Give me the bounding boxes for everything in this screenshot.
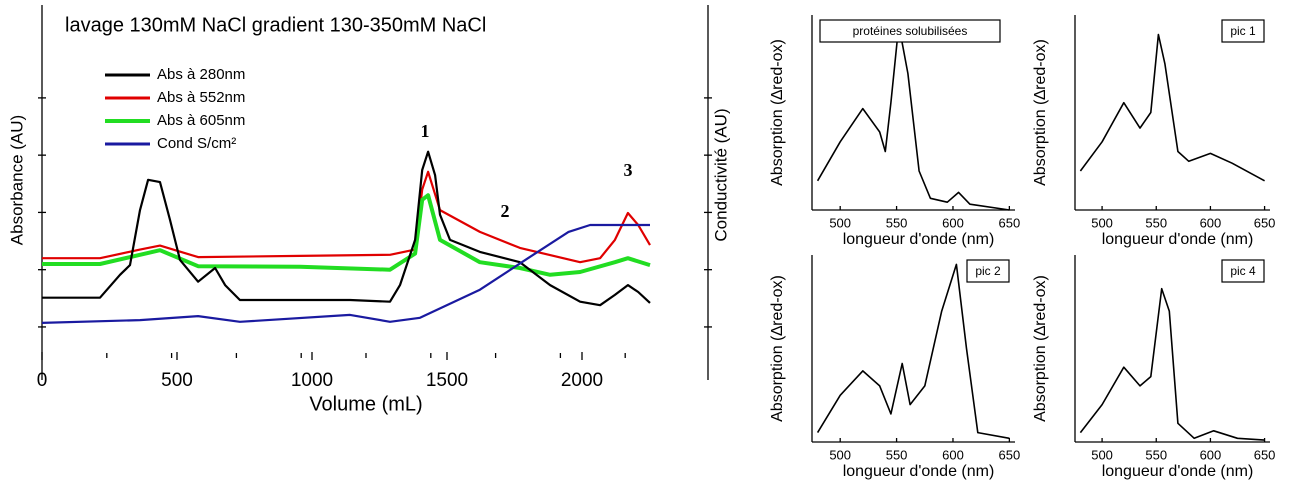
panel-label-box <box>819 19 1001 43</box>
x-tick-label: 650 <box>1254 215 1276 230</box>
panel-label: pic 1 <box>1230 24 1256 38</box>
data-line <box>1079 33 1265 182</box>
data-line <box>41 223 650 324</box>
x-tick-label: 0 <box>37 370 48 391</box>
panel-label-box <box>966 259 1010 283</box>
data-line <box>42 193 651 277</box>
y2-axis-label: Conductivité (AU) <box>711 108 730 241</box>
y-axis-label: Absorption (∆red-ox) <box>769 39 786 186</box>
x-axis-label: longueur d'onde (nm) <box>843 463 995 480</box>
x-axis-label: longueur d'onde (nm) <box>843 231 995 248</box>
annotation: 3 <box>624 160 633 180</box>
y-axis-label: Absorption (∆red-ox) <box>1032 275 1049 422</box>
panel-label-box <box>1221 19 1265 43</box>
x-tick-label: 550 <box>886 215 908 230</box>
data-line <box>42 170 651 264</box>
y-axis-label: Absorption (∆red-ox) <box>769 275 786 422</box>
annotation: 2 <box>501 201 510 221</box>
x-tick-label: 500 <box>1091 215 1113 230</box>
legend-label: Abs à 605nm <box>157 112 245 129</box>
annotation: 1 <box>421 121 430 141</box>
panel-label-box <box>1221 259 1265 283</box>
x-tick-label: 600 <box>1200 447 1222 462</box>
y-axis-label: Absorption (∆red-ox) <box>1032 39 1049 186</box>
x-tick-label: 500 <box>829 447 851 462</box>
x-tick-label: 600 <box>942 447 964 462</box>
x-tick-label: 500 <box>161 370 193 391</box>
x-tick-label: 1000 <box>291 370 333 391</box>
data-line <box>816 263 1010 440</box>
x-tick-label: 650 <box>1254 447 1276 462</box>
x-tick-label: 650 <box>999 447 1021 462</box>
y-axis-label: Absorbance (AU) <box>7 115 26 245</box>
x-tick-label: 2000 <box>561 370 603 391</box>
x-tick-label: 1500 <box>426 370 468 391</box>
data-line <box>42 150 651 307</box>
chart-title: lavage 130mM NaCl gradient 130-350mM NaC… <box>65 14 486 36</box>
x-axis-label: Volume (mL) <box>309 393 422 415</box>
legend-label: Abs à 280nm <box>157 66 245 83</box>
x-tick-label: 600 <box>1200 215 1222 230</box>
data-line <box>1079 287 1265 441</box>
x-tick-label: 650 <box>999 215 1021 230</box>
panel-label: pic 2 <box>975 264 1001 278</box>
x-axis-label: longueur d'onde (nm) <box>1102 231 1254 248</box>
legend-label: Abs à 552nm <box>157 89 245 106</box>
x-axis-label: longueur d'onde (nm) <box>1102 463 1254 480</box>
x-tick-label: 500 <box>829 215 851 230</box>
x-tick-label: 550 <box>886 447 908 462</box>
data-line <box>816 24 1010 211</box>
legend-label: Cond S/cm² <box>157 135 236 152</box>
x-tick-label: 550 <box>1145 215 1167 230</box>
x-tick-label: 600 <box>942 215 964 230</box>
panel-label: protéines solubilisées <box>853 24 968 38</box>
x-tick-label: 500 <box>1091 447 1113 462</box>
x-tick-label: 550 <box>1145 447 1167 462</box>
panel-label: pic 4 <box>1230 264 1256 278</box>
